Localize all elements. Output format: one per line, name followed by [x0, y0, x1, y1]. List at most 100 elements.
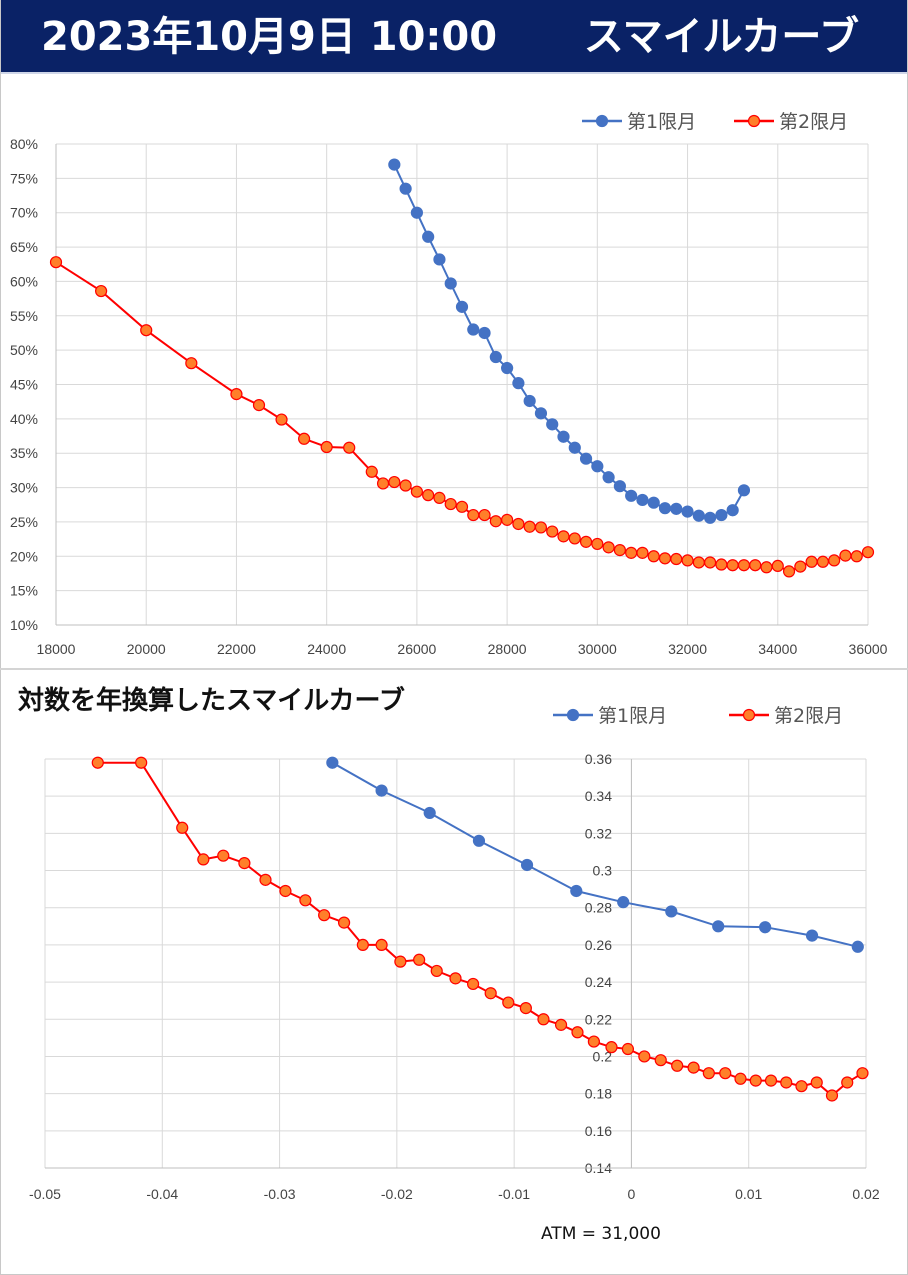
x-tick-label: 34000 — [758, 641, 797, 657]
series-1-point — [568, 441, 581, 454]
x-tick-label: 36000 — [849, 641, 888, 657]
y-tick-label: 0.32 — [585, 825, 612, 841]
series-1-point — [851, 940, 864, 953]
series-2-point — [275, 413, 288, 426]
series-2-point — [217, 849, 230, 862]
series-2-point — [828, 554, 841, 567]
series-2-point — [299, 894, 312, 907]
series-2-point — [861, 546, 875, 559]
y-tick-label: 0.18 — [585, 1086, 612, 1102]
series-1-point — [388, 158, 401, 171]
header-date-time: 2023年10月9日 10:00 — [41, 14, 498, 60]
series-2-point — [636, 546, 649, 559]
x-tick-label: 0 — [628, 1186, 636, 1202]
series-1-point — [715, 508, 728, 522]
series-2-point — [702, 1067, 715, 1080]
series-1-point — [579, 452, 593, 465]
series-2-point — [571, 1026, 584, 1039]
legend-marker-2 — [742, 708, 756, 722]
series-2-point — [810, 1076, 823, 1089]
series-2-point — [621, 1042, 635, 1056]
series-2-point — [259, 873, 272, 886]
x-tick-label: 0.02 — [852, 1186, 879, 1202]
series-2-point — [91, 756, 104, 769]
series-2-point — [449, 972, 462, 985]
series-2-point — [704, 556, 717, 569]
series-1-point — [444, 277, 457, 290]
series-1-point — [665, 905, 678, 918]
x-tick-label: -0.01 — [498, 1186, 530, 1202]
series-2-point — [613, 544, 626, 557]
series-1-point — [478, 326, 491, 340]
y-tick-label: 45% — [10, 377, 38, 393]
series-2-point — [502, 996, 515, 1009]
series-2-point — [422, 489, 435, 502]
series-2-point — [433, 491, 446, 504]
series-2-point — [654, 1054, 667, 1067]
series-1-point — [423, 806, 436, 820]
series-1-point — [805, 929, 819, 942]
y-tick-label: 0.22 — [585, 1011, 612, 1027]
series-2-point — [734, 1072, 747, 1085]
legend-marker-1 — [595, 114, 609, 128]
series-1-point — [375, 784, 388, 797]
y-tick-label: 0.34 — [585, 788, 612, 804]
series-2-point — [681, 554, 694, 567]
series-1-point — [512, 377, 525, 390]
series-1-point — [737, 484, 751, 497]
y-tick-label: 35% — [10, 445, 38, 461]
series-1-point — [410, 206, 423, 219]
series-2-point — [850, 550, 863, 563]
x-tick-label: 20000 — [127, 641, 166, 657]
series-2-point — [298, 432, 311, 445]
y-tick-label: 65% — [10, 239, 38, 255]
series-1-point — [704, 511, 717, 524]
series-2-point — [554, 1018, 568, 1031]
y-tick-label: 25% — [10, 514, 38, 530]
series-line-2 — [97, 761, 864, 1097]
legend-label-2: 第2限月 — [774, 705, 843, 727]
series-2-point — [238, 857, 251, 870]
x-tick-label: 30000 — [578, 641, 617, 657]
series-2-point — [568, 532, 581, 545]
series-1-point — [591, 460, 604, 473]
x-tick-label: 22000 — [217, 641, 256, 657]
series-2-point — [749, 559, 762, 572]
y-tick-label: 0.26 — [585, 937, 612, 953]
series-1-point — [759, 921, 772, 934]
x-tick-label: 24000 — [307, 641, 346, 657]
series-2-point — [557, 530, 570, 543]
series-2-point — [413, 953, 426, 966]
x-tick-label: -0.02 — [381, 1186, 413, 1202]
series-1-point — [636, 493, 649, 507]
series-2-point — [782, 565, 796, 578]
header-banner: 2023年10月9日 10:00 スマイルカーブ — [1, 0, 907, 74]
series-2-point — [647, 550, 660, 563]
series-1-point — [520, 858, 534, 872]
y-tick-label: 0.3 — [593, 863, 613, 879]
series-2-point — [343, 441, 356, 454]
series-1-point — [570, 884, 583, 898]
series-2-point — [501, 513, 514, 526]
y-tick-label: 0.28 — [585, 900, 612, 916]
series-2-point — [638, 1050, 651, 1063]
series-2-point — [512, 517, 525, 531]
series-1-point — [467, 323, 480, 336]
series-2-point — [602, 541, 615, 554]
series-2-point — [394, 955, 407, 968]
series-1-point — [546, 418, 559, 431]
smile-curve-chart: 18000 20000 22000 24000 26000 28000 30000 32000… — [10, 111, 888, 657]
series-2-point — [320, 440, 333, 454]
x-tick-label: 0.01 — [735, 1186, 762, 1202]
series-1-point — [433, 253, 446, 266]
series-2-point — [410, 485, 423, 498]
series-2-point — [478, 508, 491, 522]
series-2-point — [230, 388, 243, 401]
series-2-point — [749, 1074, 762, 1087]
series-2-point — [95, 284, 108, 298]
series-2-point — [579, 535, 593, 548]
series-1-point — [523, 394, 536, 408]
y-tick-label: 20% — [10, 548, 38, 564]
y-tick-label: 10% — [10, 617, 38, 633]
series-1-point — [399, 182, 412, 195]
